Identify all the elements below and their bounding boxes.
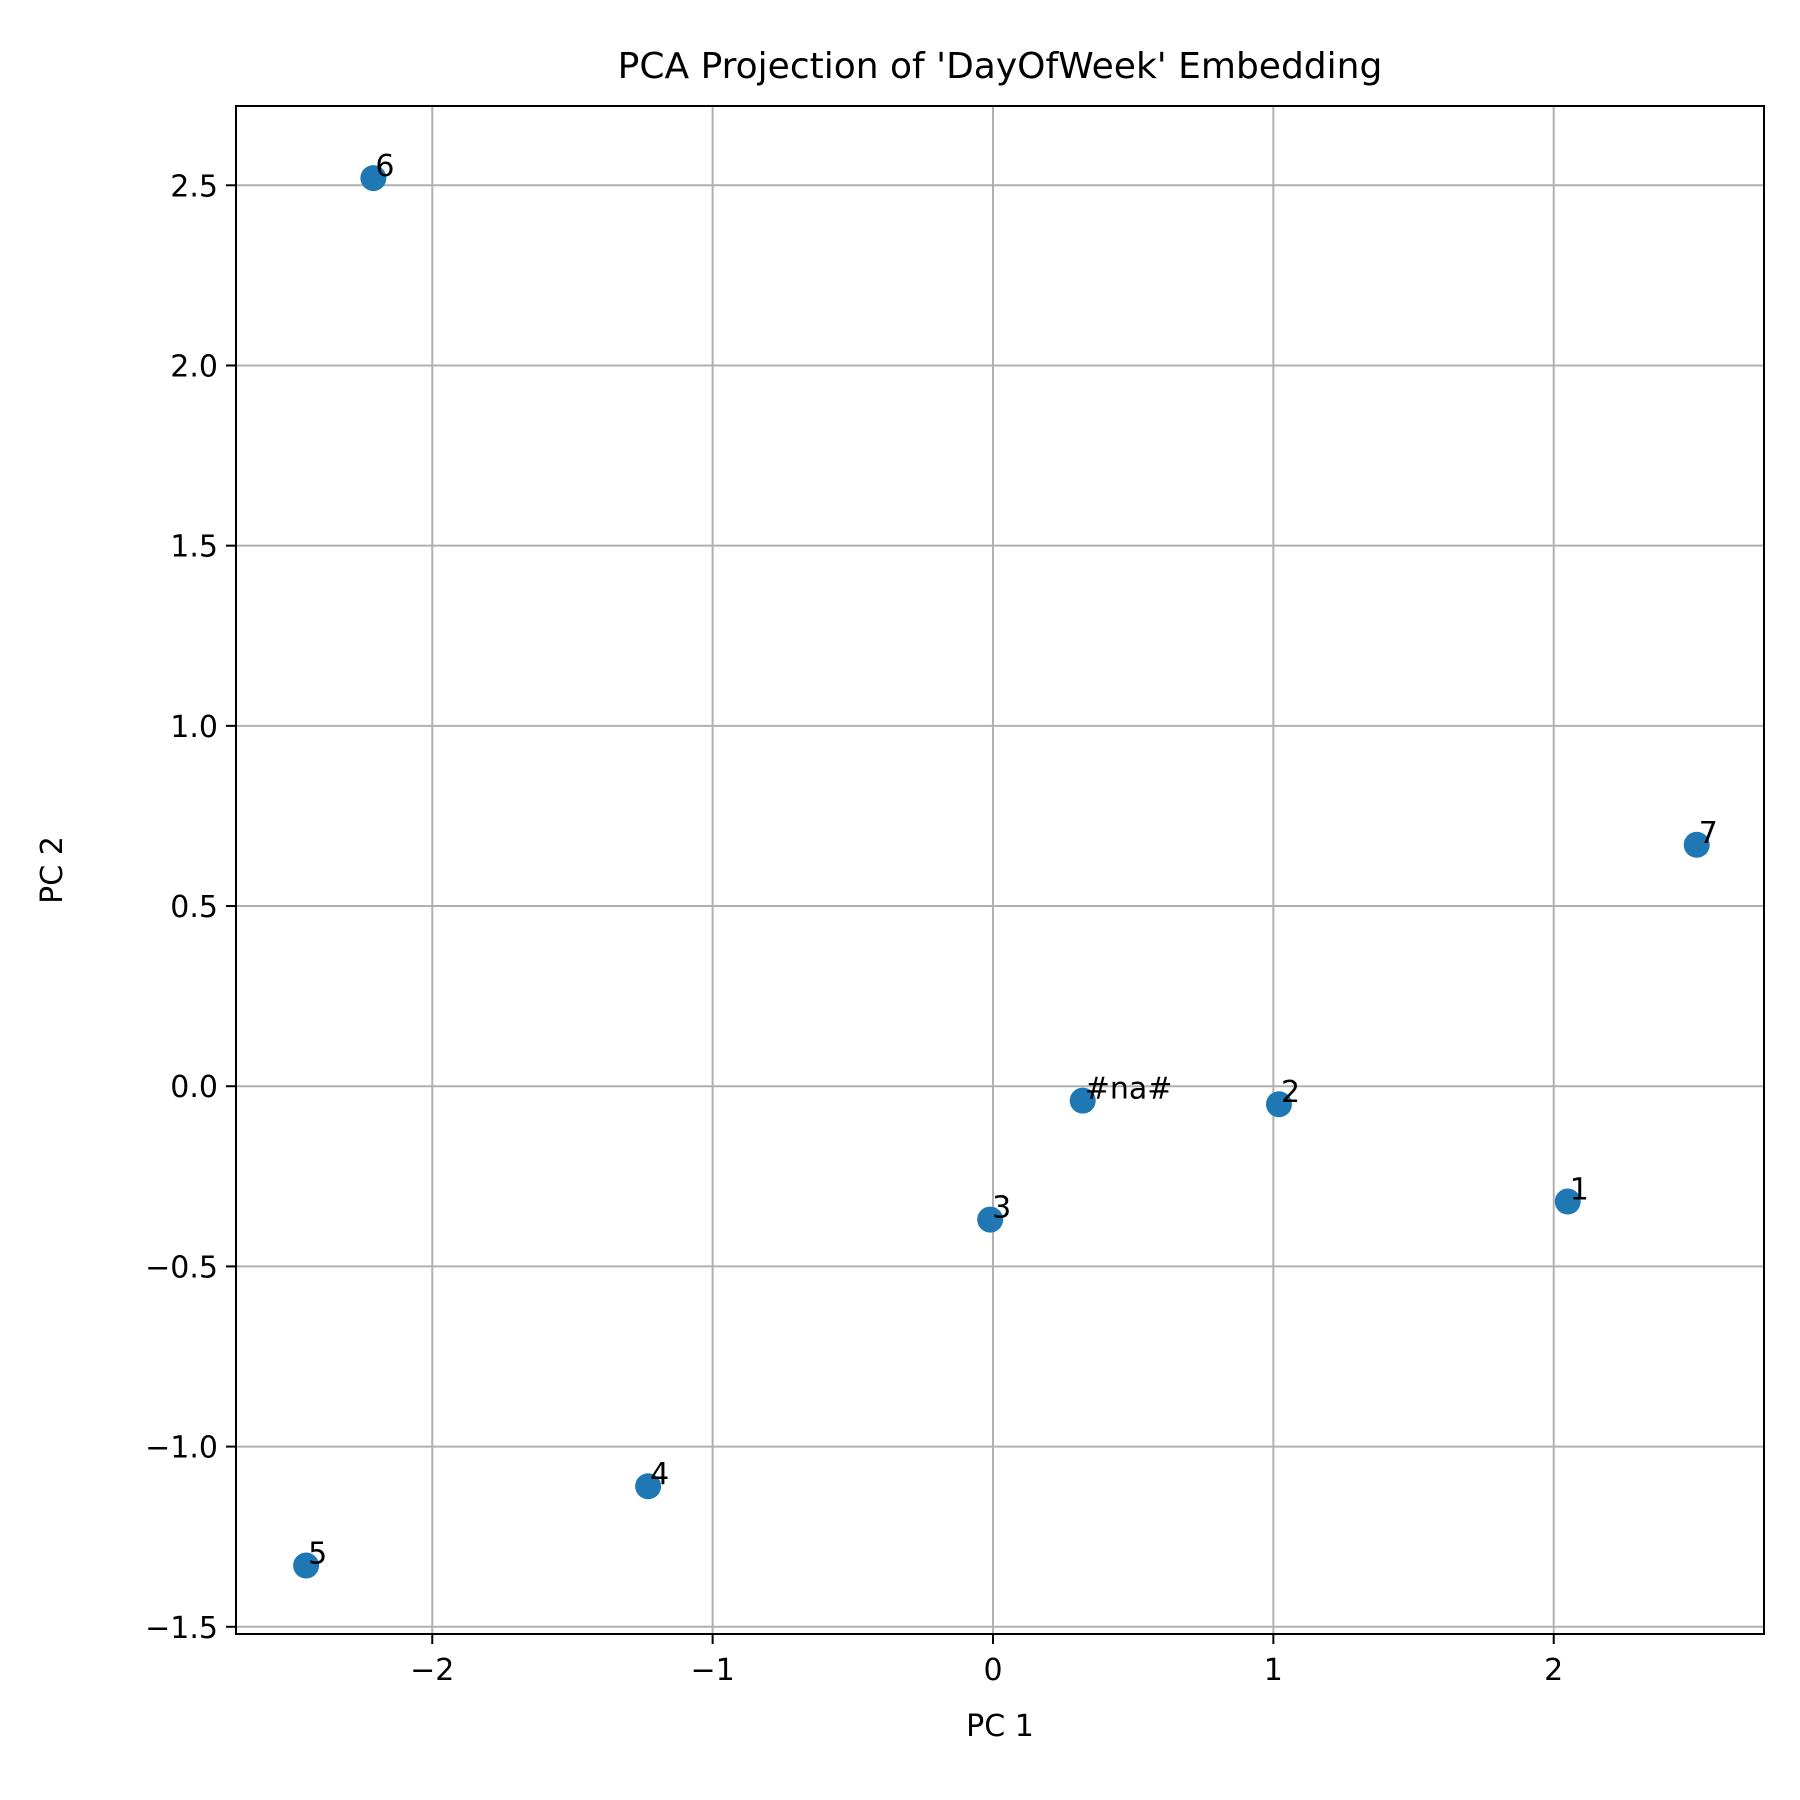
y-tick-label: −1.0 — [145, 1431, 218, 1466]
point-label: 4 — [650, 1457, 669, 1492]
x-tick-label: 1 — [1264, 1653, 1283, 1688]
point-label: #na# — [1085, 1072, 1173, 1107]
chart-title: PCA Projection of 'DayOfWeek' Embedding — [618, 46, 1383, 87]
scatter-point — [977, 1206, 1004, 1233]
y-tick-label: −1.5 — [145, 1611, 218, 1646]
grid-layer — [236, 106, 1764, 1634]
y-tick-label: 1.5 — [170, 530, 218, 565]
points-layer: 6 7 #na# 2 1 3 4 5 — [293, 149, 1718, 1579]
scatter-point — [1554, 1188, 1581, 1215]
scatter-point — [293, 1552, 320, 1579]
point-label: 7 — [1699, 816, 1718, 851]
axes-layer: −2 −1 0 1 2 −1.5 −1.0 −0.5 0.0 0.5 1.0 1.5 2.0 2.5 — [145, 105, 1765, 1688]
scatter-point — [1265, 1091, 1292, 1118]
point-label: 6 — [375, 149, 394, 184]
y-tick-label: −0.5 — [145, 1250, 218, 1285]
y-tick-label: 1.0 — [170, 710, 218, 745]
scatter-point — [360, 165, 387, 192]
plot-frame — [235, 105, 1765, 1635]
x-tick-label: 0 — [983, 1653, 1002, 1688]
y-tick-label: 2.5 — [170, 169, 218, 204]
scatter-point — [635, 1473, 662, 1500]
x-tick-label: −1 — [691, 1653, 735, 1688]
y-tick-label: 0.5 — [170, 890, 218, 925]
point-label: 5 — [308, 1537, 327, 1572]
y-tick-label: 2.0 — [170, 349, 218, 384]
point-label: 3 — [992, 1191, 1011, 1226]
point-label: 1 — [1570, 1173, 1589, 1208]
point-label: 2 — [1281, 1075, 1300, 1110]
y-tick-label: 0.0 — [170, 1070, 218, 1105]
scatter-point — [1069, 1087, 1096, 1114]
x-tick-label: 2 — [1544, 1653, 1563, 1688]
x-tick-label: −2 — [410, 1653, 454, 1688]
x-axis-title: PC 1 — [966, 1709, 1034, 1744]
scatter-point — [1683, 831, 1710, 858]
y-axis-title: PC 2 — [35, 836, 70, 904]
